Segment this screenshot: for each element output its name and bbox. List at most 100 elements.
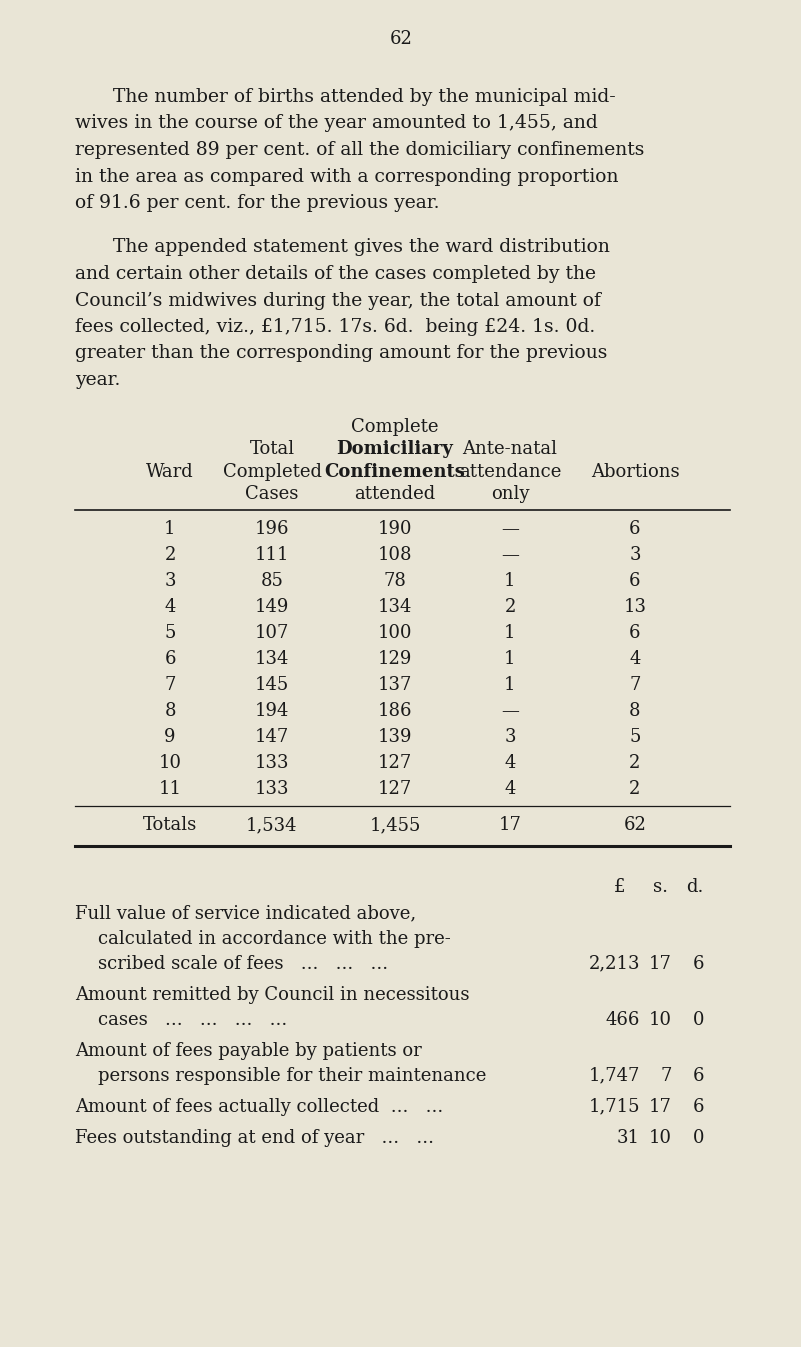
Text: calculated in accordance with the pre-: calculated in accordance with the pre- [75, 929, 451, 948]
Text: 1: 1 [505, 572, 516, 590]
Text: 8: 8 [630, 702, 641, 721]
Text: 107: 107 [255, 624, 289, 643]
Text: year.: year. [75, 370, 120, 389]
Text: 147: 147 [255, 729, 289, 746]
Text: 5: 5 [164, 624, 175, 643]
Text: 10: 10 [159, 754, 182, 772]
Text: 10: 10 [649, 1010, 672, 1029]
Text: 17: 17 [649, 1098, 672, 1115]
Text: 17: 17 [649, 955, 672, 973]
Text: 6: 6 [693, 955, 704, 973]
Text: 4: 4 [505, 780, 516, 799]
Text: 6: 6 [693, 1098, 704, 1115]
Text: 62: 62 [389, 30, 413, 48]
Text: 85: 85 [260, 572, 284, 590]
Text: Ward: Ward [146, 462, 194, 481]
Text: in the area as compared with a corresponding proportion: in the area as compared with a correspon… [75, 167, 618, 186]
Text: 6: 6 [693, 1067, 704, 1084]
Text: 3: 3 [164, 572, 175, 590]
Text: Confinements: Confinements [324, 462, 465, 481]
Text: 108: 108 [378, 547, 413, 564]
Text: 127: 127 [378, 754, 413, 772]
Text: greater than the corresponding amount for the previous: greater than the corresponding amount fo… [75, 345, 607, 362]
Text: attendance: attendance [459, 462, 562, 481]
Text: scribed scale of fees   ...   ...   ...: scribed scale of fees ... ... ... [75, 955, 388, 973]
Text: Cases: Cases [245, 485, 299, 502]
Text: 3: 3 [505, 729, 516, 746]
Text: 62: 62 [623, 816, 646, 834]
Text: Amount of fees actually collected  ...   ...: Amount of fees actually collected ... ..… [75, 1098, 443, 1115]
Text: The number of births attended by the municipal mid-: The number of births attended by the mun… [113, 88, 616, 106]
Text: 78: 78 [384, 572, 406, 590]
Text: 5: 5 [630, 729, 641, 746]
Text: 4: 4 [630, 651, 641, 668]
Text: 133: 133 [255, 780, 289, 799]
Text: Ante-natal: Ante-natal [462, 440, 557, 458]
Text: 149: 149 [255, 598, 289, 616]
Text: 6: 6 [630, 572, 641, 590]
Text: Council’s midwives during the year, the total amount of: Council’s midwives during the year, the … [75, 291, 601, 310]
Text: cases   ...   ...   ...   ...: cases ... ... ... ... [75, 1010, 288, 1029]
Text: 0: 0 [693, 1010, 704, 1029]
Text: —: — [501, 520, 519, 539]
Text: 2: 2 [630, 754, 641, 772]
Text: Totals: Totals [143, 816, 197, 834]
Text: 1: 1 [505, 651, 516, 668]
Text: Amount remitted by Council in necessitous: Amount remitted by Council in necessitou… [75, 986, 469, 1004]
Text: 10: 10 [649, 1129, 672, 1146]
Text: 7: 7 [661, 1067, 672, 1084]
Text: 1: 1 [505, 676, 516, 694]
Text: 6: 6 [630, 624, 641, 643]
Text: attended: attended [354, 485, 436, 502]
Text: 145: 145 [255, 676, 289, 694]
Text: 137: 137 [378, 676, 413, 694]
Text: 194: 194 [255, 702, 289, 721]
Text: s.: s. [654, 878, 669, 896]
Text: wives in the course of the year amounted to 1,455, and: wives in the course of the year amounted… [75, 114, 598, 132]
Text: 133: 133 [255, 754, 289, 772]
Text: 13: 13 [623, 598, 646, 616]
Text: 139: 139 [378, 729, 413, 746]
Text: 4: 4 [505, 754, 516, 772]
Text: Completed: Completed [223, 462, 321, 481]
Text: 1,455: 1,455 [369, 816, 421, 834]
Text: 186: 186 [378, 702, 413, 721]
Text: 0: 0 [693, 1129, 704, 1146]
Text: Total: Total [249, 440, 295, 458]
Text: 2,213: 2,213 [589, 955, 640, 973]
Text: Complete: Complete [352, 418, 439, 435]
Text: The appended statement gives the ward distribution: The appended statement gives the ward di… [113, 238, 610, 256]
Text: 129: 129 [378, 651, 413, 668]
Text: 190: 190 [378, 520, 413, 539]
Text: of 91.6 per cent. for the previous year.: of 91.6 per cent. for the previous year. [75, 194, 440, 211]
Text: —: — [501, 702, 519, 721]
Text: 6: 6 [164, 651, 175, 668]
Text: 1,747: 1,747 [589, 1067, 640, 1084]
Text: 1: 1 [505, 624, 516, 643]
Text: 9: 9 [164, 729, 175, 746]
Text: 4: 4 [164, 598, 175, 616]
Text: Abortions: Abortions [590, 462, 679, 481]
Text: represented 89 per cent. of all the domiciliary confinements: represented 89 per cent. of all the domi… [75, 141, 644, 159]
Text: 196: 196 [255, 520, 289, 539]
Text: 1: 1 [164, 520, 175, 539]
Text: Full value of service indicated above,: Full value of service indicated above, [75, 905, 417, 923]
Text: 2: 2 [630, 780, 641, 799]
Text: 127: 127 [378, 780, 413, 799]
Text: 6: 6 [630, 520, 641, 539]
Text: persons responsible for their maintenance: persons responsible for their maintenanc… [75, 1067, 486, 1084]
Text: 2: 2 [164, 547, 175, 564]
Text: Domiciliary: Domiciliary [336, 440, 453, 458]
Text: 466: 466 [606, 1010, 640, 1029]
Text: 100: 100 [378, 624, 413, 643]
Text: 31: 31 [617, 1129, 640, 1146]
Text: Fees outstanding at end of year   ...   ...: Fees outstanding at end of year ... ... [75, 1129, 434, 1146]
Text: fees collected, viz., £1,715. 17s. 6d.  being £24. 1s. 0d.: fees collected, viz., £1,715. 17s. 6d. b… [75, 318, 595, 335]
Text: 17: 17 [498, 816, 521, 834]
Text: 111: 111 [255, 547, 289, 564]
Text: 7: 7 [630, 676, 641, 694]
Text: Amount of fees payable by patients or: Amount of fees payable by patients or [75, 1041, 422, 1060]
Text: —: — [501, 547, 519, 564]
Text: 7: 7 [164, 676, 175, 694]
Text: 8: 8 [164, 702, 175, 721]
